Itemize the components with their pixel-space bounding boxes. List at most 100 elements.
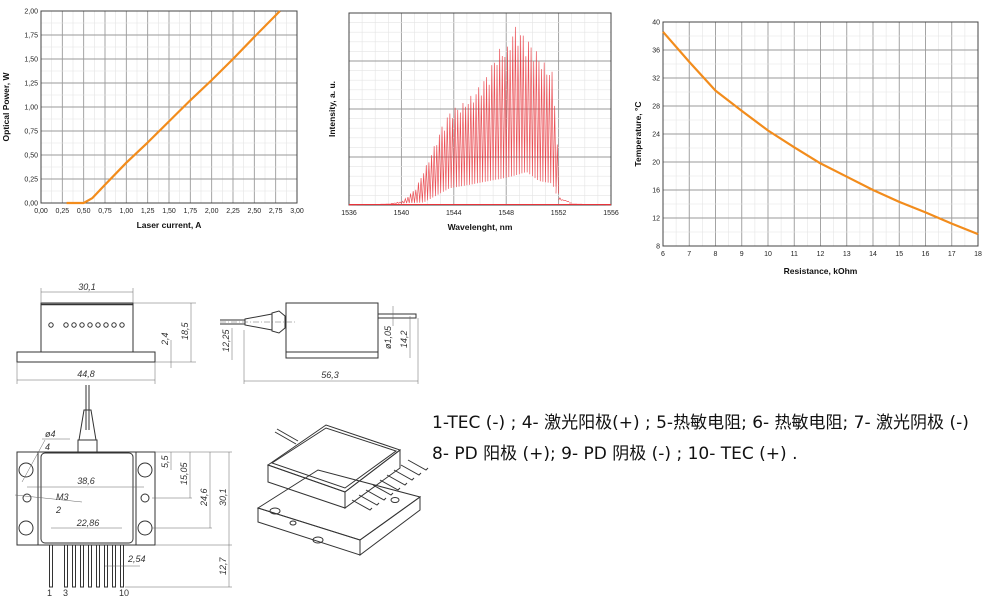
drawing-top-view: ø4 4 38,6 M3 2 22,86 5,5 15,05 24,6 30,1… [14, 385, 232, 598]
dim-d4: 30,1 [218, 488, 228, 506]
y-tick-label: 28 [652, 104, 660, 111]
x-tick-label: 1,75 [184, 208, 198, 215]
iso-pin [379, 479, 401, 491]
pin [88, 544, 92, 588]
x-tick-label: 1544 [446, 210, 462, 217]
y-tick-label: 1,75 [24, 33, 38, 40]
dim-hole-diameter: ø4 [45, 429, 56, 439]
x-tick-label: 0,00 [34, 208, 48, 215]
iso-pin [372, 484, 394, 496]
drawing-front-view: 30,1 44,8 2,4 18,5 [16, 282, 196, 384]
x-tick-label: 18 [974, 251, 982, 258]
x-axis-label: Resistance, kOhm [784, 266, 858, 276]
iso-pin [386, 474, 408, 486]
dim-pin-diameter: ø1,05 [383, 325, 393, 349]
y-axis-label: Temperature, °C [633, 101, 643, 166]
x-tick-label: 1556 [603, 210, 619, 217]
pin-hole [48, 322, 54, 328]
pin-label-1: 1 [47, 588, 52, 598]
plot-frame [662, 21, 979, 247]
iso-pin [365, 489, 387, 501]
y-tick-label: 1,50 [24, 57, 38, 64]
x-tick-label: 1,25 [141, 208, 155, 215]
dim-fiber-height: 12,25 [221, 328, 231, 352]
dim-d2: 15,05 [179, 461, 189, 485]
x-tick-label: 1540 [394, 210, 410, 217]
drawing-side-view: 12,25 56,3 ø1,05 14,2 [220, 302, 419, 384]
y-tick-label: 40 [652, 20, 660, 27]
data-series-line [66, 10, 281, 205]
y-tick-label: 0,75 [24, 129, 38, 136]
y-tick-label: 8 [656, 244, 660, 251]
pinout-line-2: 8- PD 阳极 (+); 9- PD 阴极 (-) ; 10- TEC (+)… [432, 444, 798, 464]
dim-body-width: 38,6 [77, 476, 95, 486]
drawing-isometric-view [256, 424, 429, 556]
x-tick-label: 17 [948, 251, 956, 258]
dim-height: 18,5 [180, 321, 190, 340]
x-tick-label: 7 [687, 251, 691, 258]
y-axis-label: Intensity, a. u. [327, 81, 337, 137]
y-tick-label: 36 [652, 48, 660, 55]
pin-hole [63, 322, 69, 328]
dim-flange-width: 44,8 [77, 369, 95, 379]
x-tick-label: 0,25 [56, 208, 70, 215]
x-tick-label: 8 [714, 251, 718, 258]
dim-pin-length: 12,7 [218, 556, 228, 575]
pin [72, 544, 76, 588]
y-tick-label: 0,00 [24, 201, 38, 208]
x-tick-label: 16 [922, 251, 930, 258]
pin-hole [103, 322, 109, 328]
x-tick-label: 11 [791, 251, 798, 258]
chart-power-vs-current: 0,00 0,25 0,50 0,75 1,00 1,25 1,50 1,75 2,00 2,25… [1, 9, 304, 231]
iso-pin [393, 469, 415, 481]
pinout-line-1: 1-TEC (-) ; 4- 激光阳极(+) ; 5-热敏电阻; 6- 热敏电阻… [432, 413, 969, 433]
pinout-description: 1-TEC (-) ; 4- 激光阳极(+) ; 5-热敏电阻; 6- 热敏电阻… [432, 408, 969, 470]
dim-hole-count: 4 [45, 442, 50, 452]
x-tick-label: 1,00 [120, 208, 134, 215]
dim-thread-count: 2 [55, 505, 61, 515]
y-tick-label: 24 [652, 132, 660, 139]
dim-pin-span: 22,86 [76, 518, 100, 528]
y-tick-label: 20 [652, 160, 660, 167]
y-tick-label: 1,00 [24, 105, 38, 112]
x-tick-label: 2,00 [205, 208, 219, 215]
pin-hole [71, 322, 77, 328]
pin-label-10: 10 [119, 588, 129, 598]
pin-hole [111, 322, 117, 328]
x-tick-label: 1536 [341, 210, 357, 217]
y-axis-label: Optical Power, W [1, 72, 11, 142]
plot-frame [40, 10, 298, 204]
x-tick-label: 2,75 [269, 208, 283, 215]
y-tick-label: 0,50 [24, 153, 38, 160]
iso-pin [400, 464, 422, 476]
x-tick-label: 15 [895, 251, 903, 258]
y-tick-label: 1,25 [24, 81, 38, 88]
x-tick-label: 14 [869, 251, 877, 258]
pin-hole [95, 322, 101, 328]
dim-width: 30,1 [78, 282, 96, 292]
x-tick-label: 0,75 [98, 208, 112, 215]
dim-d1: 5,5 [160, 454, 170, 468]
dim-flange-height: 2,4 [160, 332, 170, 346]
y-tick-label: 12 [652, 216, 660, 223]
y-tick-label: 0,25 [24, 177, 38, 184]
x-tick-label: 2,25 [226, 208, 240, 215]
x-tick-label: 12 [817, 251, 825, 258]
pin [49, 544, 53, 588]
pin [80, 544, 84, 588]
chart-spectrum: 1536 1540 1544 1548 1552 1556 Wavelenght, nm In… [327, 12, 619, 232]
dim-pin-pitch: 2,54 [127, 554, 146, 564]
dim-thread: M3 [56, 492, 69, 502]
y-tick-label: 16 [652, 188, 660, 195]
x-tick-label: 6 [661, 251, 665, 258]
x-tick-label: 1,50 [162, 208, 176, 215]
iso-pin [351, 499, 373, 511]
iso-pin [407, 459, 429, 471]
y-tick-label: 32 [652, 76, 660, 83]
x-tick-label: 2,50 [248, 208, 262, 215]
x-tick-label: 9 [740, 251, 744, 258]
pin-hole [87, 322, 93, 328]
x-tick-label: 0,50 [77, 208, 91, 215]
x-tick-label: 13 [843, 251, 851, 258]
